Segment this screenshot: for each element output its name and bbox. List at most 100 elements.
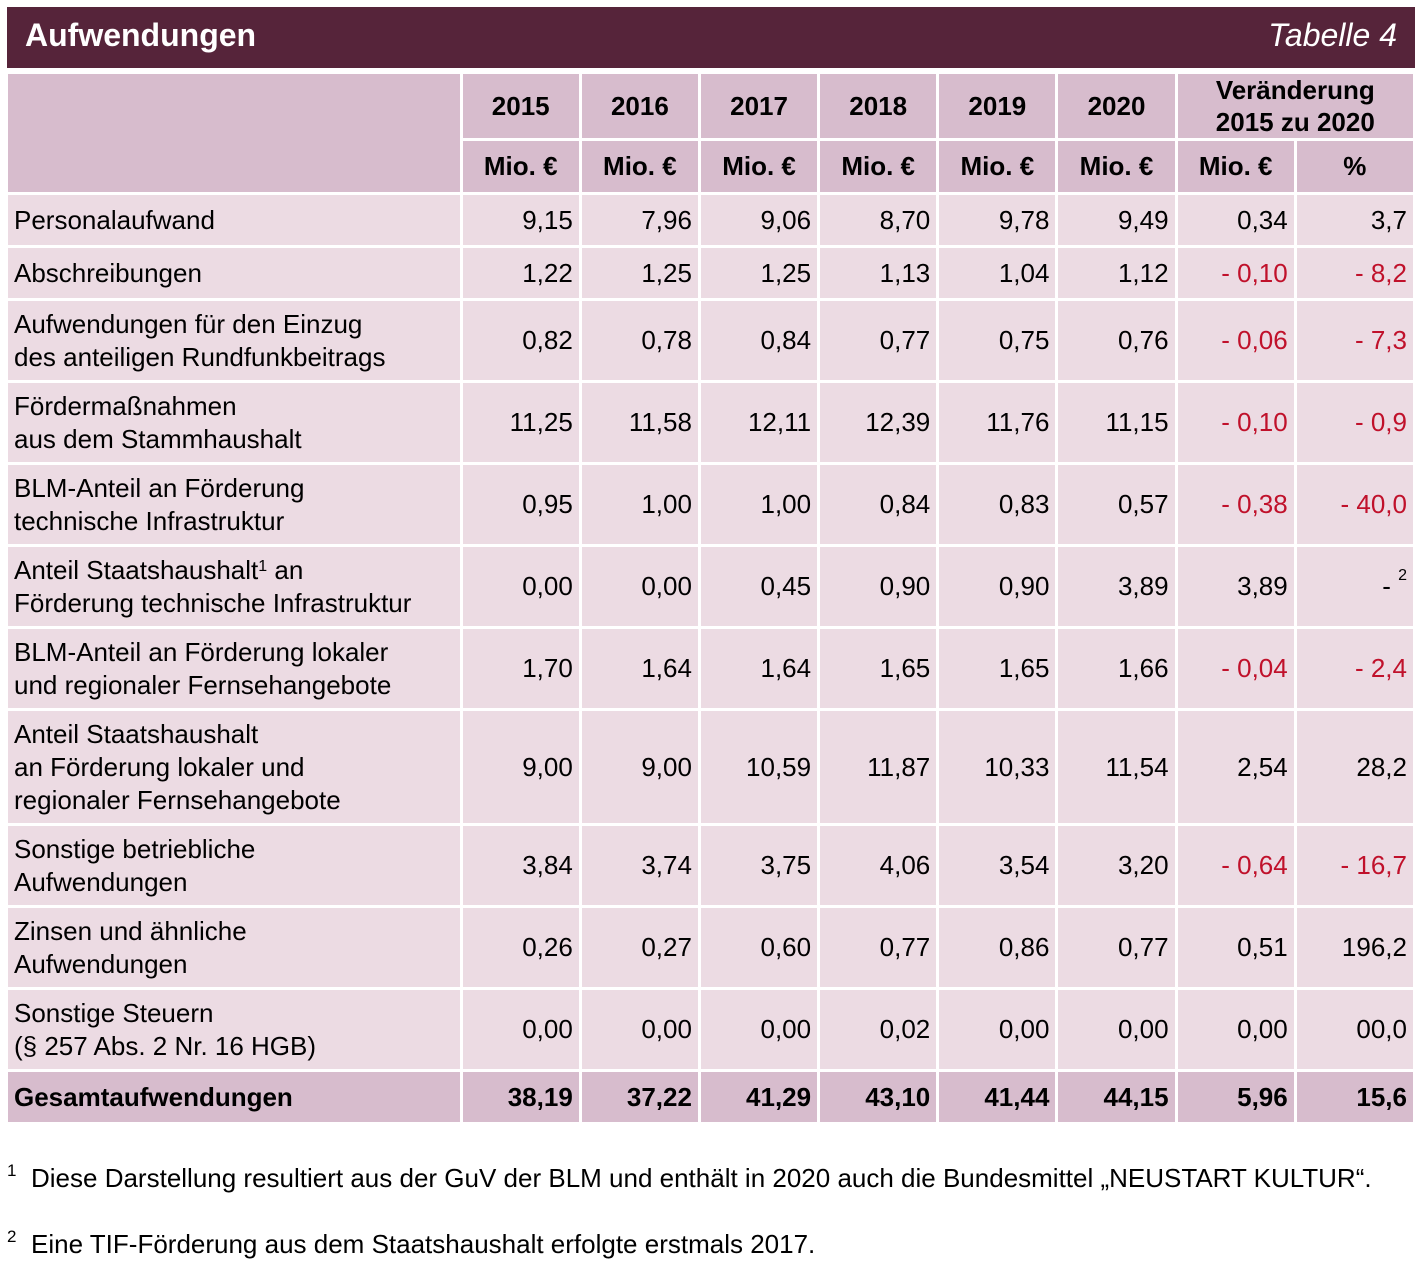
- value-cell: 1,00: [581, 465, 698, 544]
- cell-value: 1,25: [641, 257, 692, 288]
- row-label-line: BLM-Anteil an Förderung lokaler: [14, 636, 389, 667]
- percent-cell: 196,2: [1296, 908, 1413, 987]
- value-cell: 0,00: [1058, 990, 1175, 1069]
- row-label: Zinsen und ähnliche Aufwendungen: [8, 908, 460, 987]
- cell-value: - 2,4: [1354, 653, 1407, 683]
- value-cell: 11,87: [820, 711, 937, 823]
- change-cell: - 0,06: [1177, 301, 1294, 380]
- cell-value: 0,77: [879, 932, 931, 962]
- cell-value: 1,66: [1117, 653, 1169, 683]
- cell-value: 1,25: [760, 257, 812, 288]
- row-label-line: Zinsen und ähnliche: [14, 915, 247, 946]
- cell-value: 3,74: [641, 850, 692, 880]
- value-cell: 0,82: [462, 301, 579, 380]
- cell-value: 0,00: [641, 1014, 692, 1044]
- cell-value: 0,83: [998, 489, 1050, 519]
- change-cell: 0,00: [1177, 990, 1294, 1069]
- cell-value: - 40,0: [1340, 489, 1408, 519]
- year-header: 2019: [939, 74, 1056, 138]
- cell-value: 0,95: [522, 489, 573, 519]
- table-row: Abschreibungen 1,22 1,25 1,25 1,13 1,04 1,12 - …: [8, 248, 1413, 298]
- cell-value: - 0,38: [1221, 489, 1288, 519]
- value-cell: 9,15: [462, 195, 579, 245]
- total-cell: 5,96: [1177, 1072, 1294, 1122]
- row-label-line: Anteil Staatshaushalt: [14, 718, 259, 749]
- cell-value: - 0,64: [1221, 850, 1288, 880]
- cell-value: - 7,3: [1354, 325, 1407, 355]
- year-header: 2017: [700, 74, 818, 138]
- cell-value: 9,78: [998, 204, 1050, 235]
- row-label-line: Aufwendungen: [14, 866, 188, 897]
- cell-value: 3,7: [1370, 204, 1407, 235]
- row-label-line: Abschreibungen: [14, 257, 202, 288]
- value-cell: 9,00: [581, 711, 698, 823]
- percent-cell: - 2: [1296, 547, 1413, 626]
- percent-cell: 00,0: [1296, 990, 1413, 1069]
- footnote-text: Eine TIF-Förderung aus dem Staatshaushal…: [31, 1229, 816, 1259]
- change-cell: 0,34: [1177, 195, 1294, 245]
- row-label-line: technische Infrastruktur: [14, 505, 285, 536]
- value-cell: 0,76: [1058, 301, 1175, 380]
- cell-value: 0,00: [522, 571, 573, 601]
- percent-cell: - 40,0: [1296, 465, 1413, 544]
- value-cell: 3,74: [581, 826, 698, 905]
- unit-header: Mio. €: [939, 141, 1056, 192]
- cell-value: 0,34: [1237, 204, 1288, 235]
- header-row-units: Mio. € Mio. € Mio. € Mio. € Mio. € Mio. …: [8, 141, 1413, 192]
- value-cell: 3,89: [1058, 547, 1175, 626]
- value-cell: 1,12: [1058, 248, 1175, 298]
- cell-value: 1,64: [760, 653, 812, 683]
- total-cell: 41,44: [939, 1072, 1056, 1122]
- value-cell: 0,00: [581, 990, 698, 1069]
- value-cell: 0,45: [700, 547, 818, 626]
- cell-value: 3,54: [998, 850, 1050, 880]
- cell-value: 9,06: [760, 204, 812, 235]
- table-row: Personalaufwand 9,15 7,96 9,06 8,70 9,78 9,49 0…: [8, 195, 1413, 245]
- cell-value: 1,22: [522, 257, 573, 288]
- footnote-number: 1: [7, 1161, 17, 1180]
- row-label: Anteil Staatshaushalt an Förderung lokale…: [8, 711, 460, 823]
- percent-cell: - 7,3: [1296, 301, 1413, 380]
- value-cell: 9,06: [700, 195, 818, 245]
- row-label-line: BLM-Anteil an Förderung: [14, 472, 305, 503]
- table-row: Fördermaßnahmen aus dem Stammhaushalt 11,2…: [8, 383, 1413, 462]
- footnote-number: 2: [7, 1227, 17, 1246]
- total-row: Gesamtaufwendungen 38,19 37,22 41,29 43,…: [8, 1072, 1413, 1122]
- cell-value: 0,77: [879, 325, 931, 355]
- cell-value: 9,00: [641, 751, 692, 782]
- unit-header: Mio. €: [1058, 141, 1175, 192]
- cell-value: - 0,04: [1221, 653, 1288, 683]
- change-header-line2: 2015 zu 2020: [1215, 107, 1375, 137]
- cell-value: 0,00: [641, 571, 692, 601]
- value-cell: 0,00: [581, 547, 698, 626]
- cell-value: 12,11: [747, 407, 812, 437]
- table-row: BLM-Anteil an Förderung technische Infras…: [8, 465, 1413, 544]
- row-label: BLM-Anteil an Förderung technische Infras…: [8, 465, 460, 544]
- value-cell: 7,96: [581, 195, 698, 245]
- cell-value: 00,0: [1356, 1014, 1407, 1044]
- row-label-line: (§ 257 Abs. 2 Nr. 16 HGB): [14, 1030, 317, 1061]
- cell-value: 11,54: [1105, 751, 1169, 782]
- cell-value: 0,00: [1117, 1014, 1169, 1044]
- cell-value: 11,87: [867, 751, 931, 782]
- row-label-line: Personalaufwand: [14, 204, 215, 235]
- table-row: Sonstige betriebliche Aufwendungen 3,84 3,7…: [8, 826, 1413, 905]
- value-cell: 1,64: [581, 629, 698, 708]
- cell-value: 0,00: [1237, 1014, 1288, 1044]
- row-label-line: Anteil Staatshaushalt1 an: [14, 554, 454, 587]
- total-cell: 15,6: [1296, 1072, 1413, 1122]
- value-cell: 0,02: [820, 990, 937, 1069]
- row-label: Anteil Staatshaushalt1 an Förderung techn…: [8, 547, 460, 626]
- cell-value: 0,84: [879, 489, 931, 519]
- row-label: Sonstige betriebliche Aufwendungen: [8, 826, 460, 905]
- cell-value: 0,51: [1237, 932, 1288, 962]
- cell-value: - 0,10: [1221, 407, 1288, 437]
- row-label-part: Anteil Staatshaushalt: [14, 554, 259, 585]
- cell-value: 0,77: [1117, 932, 1169, 962]
- value-cell: 0,26: [462, 908, 579, 987]
- cell-value: 0,57: [1117, 489, 1169, 519]
- table-row: Sonstige Steuern (§ 257 Abs. 2 Nr. 16 HGB…: [8, 990, 1413, 1069]
- total-cell: 41,29: [700, 1072, 818, 1122]
- cell-value: - 0,9: [1354, 407, 1407, 437]
- footnote-1: 1 Diese Darstellung resultiert aus der G…: [7, 1161, 1415, 1195]
